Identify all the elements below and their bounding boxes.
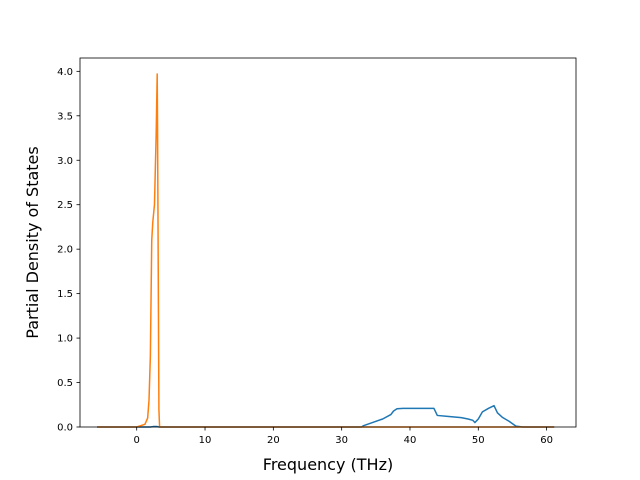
x-tick-label: 0 [134,435,140,446]
x-axis-label: Frequency (THz) [263,455,393,474]
plot-frame [79,57,577,428]
y-tick-label: 2.0 [57,245,73,256]
y-tick-label: 1.5 [57,289,73,300]
x-tick-label: 50 [472,435,485,446]
x-tick-label: 20 [267,435,280,446]
y-tick-label: 0.5 [57,378,73,389]
x-tick-label: 40 [404,435,417,446]
y-axis-ticks: 0.0 0.5 1.0 1.5 2.0 2.5 3.0 3.5 4.0 [57,67,80,434]
y-tick-label: 4.0 [57,67,73,78]
x-tick-label: 30 [335,435,348,446]
y-tick-label: 3.5 [57,111,73,122]
series-line-2 [97,73,555,428]
y-tick-label: 1.0 [57,334,73,345]
y-tick-label: 2.5 [57,200,73,211]
x-tick-label: 60 [540,435,553,446]
x-tick-label: 10 [199,435,212,446]
x-axis-ticks: 0 10 20 30 40 50 60 [134,427,553,446]
y-axis-label: Partial Density of States [23,146,42,338]
y-tick-label: 3.0 [57,156,73,167]
y-tick-label: 0.0 [57,423,73,434]
